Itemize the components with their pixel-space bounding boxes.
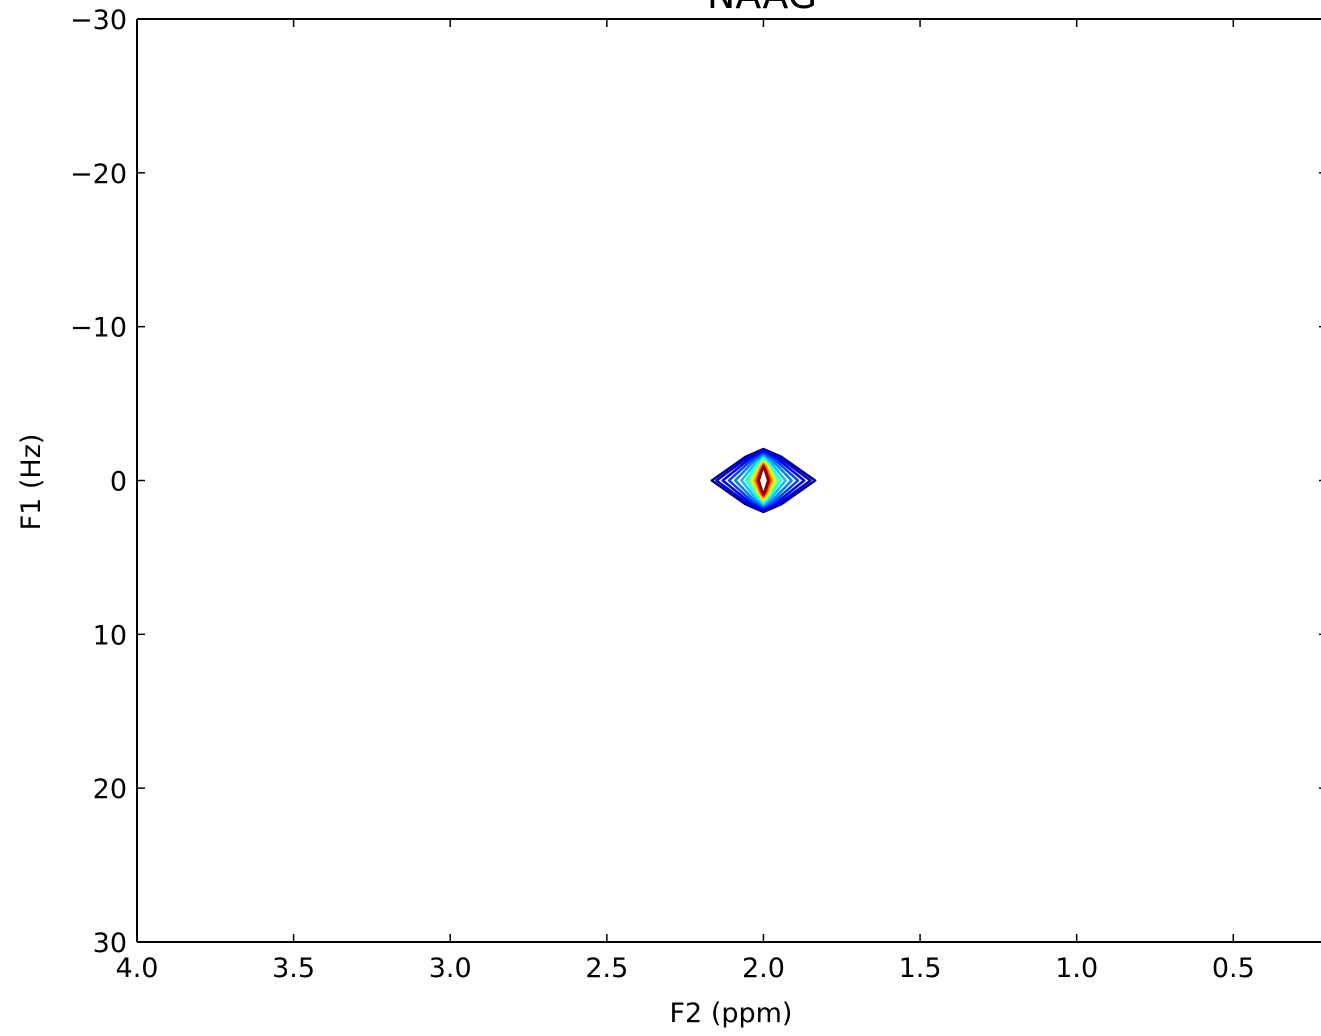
y-tick-label: 0 xyxy=(110,467,127,498)
y-tick-label: 20 xyxy=(93,774,127,805)
contour-level-1 xyxy=(710,447,817,514)
x-tick-label: 2.5 xyxy=(585,953,628,984)
y-tick-label: −30 xyxy=(70,5,127,36)
y-tick-label: −10 xyxy=(70,313,127,344)
contour-level-7 xyxy=(744,456,782,505)
contour-level-13 xyxy=(757,466,770,495)
x-tick-label: 4.0 xyxy=(116,953,159,984)
x-tick-label: 0.5 xyxy=(1212,953,1255,984)
x-axis-label: F2 (ppm) xyxy=(670,998,793,1029)
y-tick-label: 30 xyxy=(93,928,127,959)
x-axis-ticks: 4.0 3.5 3.0 2.5 2.0 1.5 1.0 0.5 xyxy=(116,19,1255,984)
contour-level-3 xyxy=(721,450,806,511)
x-tick-label: 1.5 xyxy=(899,953,942,984)
contour-level-10 xyxy=(752,461,775,500)
contour-level-2 xyxy=(715,449,812,512)
contour-level-9 xyxy=(750,460,777,501)
y-axis-ticks: −30 −20 −10 0 10 20 30 xyxy=(70,5,1321,959)
chart-title: NAAG xyxy=(707,0,817,17)
contour-level-5 xyxy=(734,453,793,508)
contour-level-6 xyxy=(740,455,787,506)
contour-level-8 xyxy=(748,458,779,503)
y-axis-label: F1 (Hz) xyxy=(16,434,47,531)
y-tick-label: −20 xyxy=(70,159,127,190)
x-tick-label: 3.0 xyxy=(429,953,472,984)
contour-level-4 xyxy=(727,452,800,509)
y-tick-label: 10 xyxy=(93,620,127,651)
x-tick-label: 1.0 xyxy=(1055,953,1098,984)
contour-group xyxy=(710,447,817,514)
x-tick-label: 2.0 xyxy=(742,953,785,984)
x-tick-label: 3.5 xyxy=(272,953,315,984)
